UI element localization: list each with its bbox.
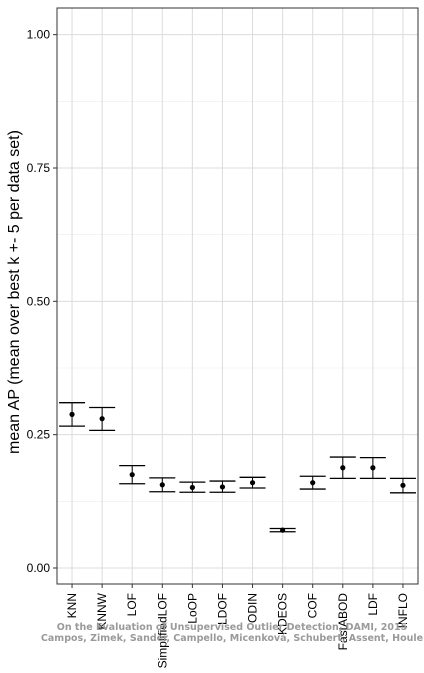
y-tick-label: 0.75 — [27, 161, 51, 175]
error-bar-ldof — [209, 480, 236, 493]
mean-point — [370, 465, 376, 471]
error-bar-inflo — [389, 477, 416, 494]
x-tick-label: KDEOS — [276, 593, 290, 635]
x-tick-label: INFLO — [396, 593, 410, 628]
error-bar-knn — [59, 402, 86, 427]
mean-point — [159, 482, 165, 488]
mean-point — [129, 472, 135, 478]
y-tick-label: 1.00 — [27, 28, 51, 42]
error-bar-loop — [179, 481, 206, 493]
x-tick-label: FastABOD — [336, 593, 350, 651]
y-axis-title: mean AP (mean over best k +- 5 per data … — [6, 130, 23, 454]
mean-point — [219, 484, 226, 490]
x-tick-label: COF — [306, 593, 320, 618]
x-tick-label: KNNW — [95, 592, 109, 629]
x-tick-label: KNN — [65, 593, 79, 618]
y-tick-label: 0.25 — [27, 428, 51, 442]
mean-point — [340, 465, 346, 471]
error-bar-odin — [239, 476, 266, 489]
mean-point — [400, 482, 406, 488]
x-axis-ticks: KNN KNNW LOF SimplifiedLOF LoOP LDOF ODIN KDEOS… — [65, 584, 410, 668]
error-bar-knnw — [89, 406, 116, 432]
mean-point — [249, 480, 256, 486]
watermark: On the Evaluation of Unsupervised Outlie… — [41, 622, 423, 644]
mean-point — [310, 480, 316, 486]
y-tick-label: 0.50 — [27, 294, 51, 308]
x-tick-label: LoOP — [185, 593, 199, 624]
mean-point — [69, 411, 75, 417]
error-bar-cof — [299, 475, 326, 490]
watermark-line-1: On the Evaluation of Unsupervised Outlie… — [57, 622, 407, 633]
mean-point — [189, 484, 195, 491]
error-bars — [59, 402, 416, 533]
x-tick-label: LDOF — [215, 593, 229, 625]
y-axis-ticks: 0.00 0.25 0.50 0.75 1.00 — [27, 28, 57, 575]
x-tick-label: LDF — [366, 593, 380, 616]
x-tick-label: SimplifiedLOF — [155, 593, 169, 668]
x-tick-label: ODIN — [246, 593, 260, 623]
panel-border — [56, 7, 419, 585]
x-tick-label: LOF — [125, 593, 139, 616]
error-bar-simplifiedlof — [149, 477, 176, 493]
y-tick-label: 0.00 — [27, 561, 51, 575]
panel-frame — [56, 7, 419, 585]
error-bar-ldf — [359, 456, 386, 480]
mean-point — [99, 416, 105, 422]
error-bar-kdeos — [269, 527, 296, 533]
error-bar-lof — [119, 464, 146, 485]
watermark-line-2: Campos, Zimek, Sander, Campello, Micenko… — [41, 633, 423, 644]
error-bar-fastabod — [329, 456, 356, 480]
mean-point — [280, 527, 286, 533]
